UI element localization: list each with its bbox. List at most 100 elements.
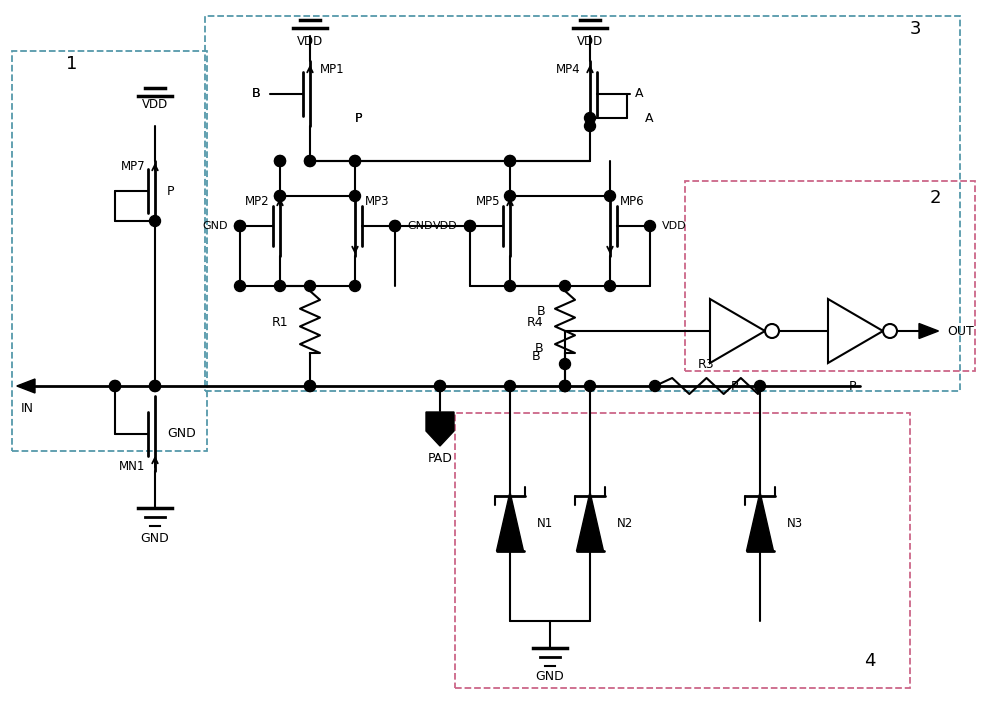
Circle shape bbox=[560, 359, 570, 369]
Circle shape bbox=[109, 380, 120, 392]
Bar bbox=[685, 181, 975, 371]
Text: GND: GND bbox=[167, 427, 196, 440]
Text: B: B bbox=[534, 342, 543, 354]
Polygon shape bbox=[576, 492, 604, 551]
Circle shape bbox=[274, 190, 286, 201]
Text: B: B bbox=[531, 349, 540, 362]
Text: 3: 3 bbox=[909, 20, 921, 38]
Text: MP5: MP5 bbox=[476, 195, 500, 208]
Text: B: B bbox=[536, 304, 545, 317]
Text: MP7: MP7 bbox=[120, 160, 145, 173]
Circle shape bbox=[350, 155, 360, 167]
Circle shape bbox=[390, 221, 400, 231]
Text: OUT: OUT bbox=[947, 324, 974, 337]
Polygon shape bbox=[426, 412, 454, 446]
Text: GND: GND bbox=[407, 221, 432, 231]
Circle shape bbox=[150, 380, 160, 392]
Text: MP2: MP2 bbox=[245, 195, 270, 208]
Circle shape bbox=[435, 380, 446, 392]
Circle shape bbox=[604, 190, 616, 201]
Text: B: B bbox=[251, 87, 260, 100]
Text: GND: GND bbox=[202, 221, 228, 231]
Circle shape bbox=[644, 221, 656, 231]
Circle shape bbox=[274, 155, 286, 167]
Text: VDD: VDD bbox=[577, 34, 603, 47]
Text: N1: N1 bbox=[537, 517, 553, 530]
Text: P: P bbox=[355, 112, 362, 125]
Text: B: B bbox=[251, 87, 260, 100]
Circle shape bbox=[109, 380, 120, 392]
Text: VDD: VDD bbox=[142, 97, 168, 110]
Text: MP4: MP4 bbox=[555, 62, 580, 75]
Circle shape bbox=[584, 120, 596, 132]
Circle shape bbox=[504, 155, 516, 167]
Text: PAD: PAD bbox=[428, 452, 452, 465]
Text: MP1: MP1 bbox=[320, 62, 345, 75]
Bar bbox=[455, 413, 910, 688]
Circle shape bbox=[350, 281, 360, 291]
Circle shape bbox=[390, 221, 400, 231]
Circle shape bbox=[435, 380, 446, 392]
Circle shape bbox=[304, 155, 316, 167]
Circle shape bbox=[584, 112, 596, 123]
Text: VDD: VDD bbox=[662, 221, 687, 231]
Bar bbox=[205, 16, 960, 391]
Circle shape bbox=[304, 380, 316, 392]
Circle shape bbox=[304, 281, 316, 291]
Polygon shape bbox=[746, 492, 774, 551]
Circle shape bbox=[560, 380, 570, 392]
Circle shape bbox=[755, 380, 766, 392]
Circle shape bbox=[650, 380, 660, 392]
Circle shape bbox=[350, 155, 360, 167]
Text: A: A bbox=[635, 87, 644, 100]
Text: VDD: VDD bbox=[433, 221, 458, 231]
Text: Ц: Ц bbox=[727, 326, 735, 336]
Text: MP3: MP3 bbox=[365, 195, 390, 208]
Text: P: P bbox=[167, 185, 175, 198]
Polygon shape bbox=[710, 299, 765, 363]
Circle shape bbox=[350, 190, 360, 201]
Text: GND: GND bbox=[141, 531, 169, 544]
Circle shape bbox=[234, 281, 246, 291]
Circle shape bbox=[604, 281, 616, 291]
Circle shape bbox=[504, 190, 516, 201]
Text: 4: 4 bbox=[864, 652, 876, 670]
Circle shape bbox=[765, 324, 779, 338]
Circle shape bbox=[504, 281, 516, 291]
Circle shape bbox=[464, 221, 476, 231]
Text: IN: IN bbox=[20, 402, 34, 415]
Text: MP6: MP6 bbox=[620, 195, 645, 208]
Circle shape bbox=[584, 380, 596, 392]
Text: R1: R1 bbox=[271, 316, 288, 329]
Polygon shape bbox=[17, 379, 35, 393]
Circle shape bbox=[560, 281, 570, 291]
Text: GND: GND bbox=[536, 669, 564, 682]
Text: P: P bbox=[731, 379, 738, 392]
Circle shape bbox=[274, 155, 286, 167]
Circle shape bbox=[464, 221, 476, 231]
Circle shape bbox=[883, 324, 897, 338]
Circle shape bbox=[504, 155, 516, 167]
Text: R4: R4 bbox=[526, 316, 543, 329]
Text: P: P bbox=[355, 112, 362, 125]
Circle shape bbox=[304, 155, 316, 167]
Text: 1: 1 bbox=[66, 55, 78, 73]
Circle shape bbox=[150, 216, 160, 226]
Circle shape bbox=[504, 380, 516, 392]
Polygon shape bbox=[919, 324, 939, 339]
Circle shape bbox=[560, 380, 570, 392]
Circle shape bbox=[560, 380, 570, 392]
Circle shape bbox=[304, 380, 316, 392]
Text: P: P bbox=[849, 379, 856, 392]
Polygon shape bbox=[828, 299, 883, 363]
Circle shape bbox=[234, 221, 246, 231]
Text: N2: N2 bbox=[617, 517, 633, 530]
Circle shape bbox=[274, 190, 286, 201]
Text: VDD: VDD bbox=[297, 34, 323, 47]
Text: 2: 2 bbox=[929, 189, 941, 207]
Circle shape bbox=[234, 221, 246, 231]
Bar bbox=[12, 51, 207, 451]
Text: MN1: MN1 bbox=[119, 460, 145, 473]
Text: N3: N3 bbox=[787, 517, 803, 530]
Text: R3: R3 bbox=[698, 357, 715, 370]
